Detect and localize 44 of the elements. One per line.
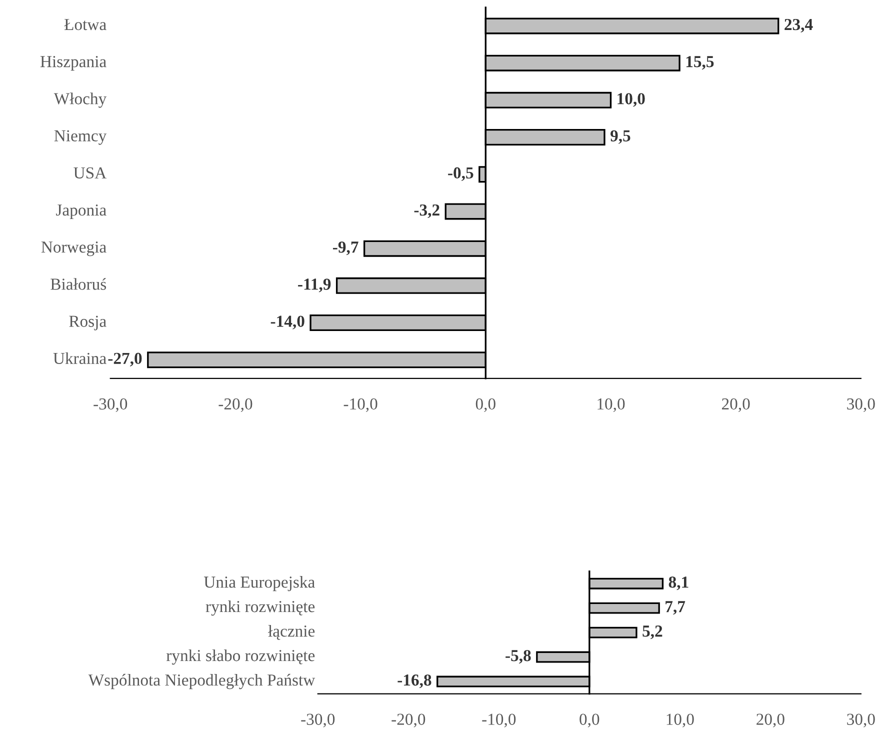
data-label: -11,9 [298,278,331,292]
y-tick-label: USA [74,167,106,179]
y-tick-label: Białoruś [50,278,106,290]
y-tick-label: Ukraina [53,352,106,364]
x-tick-label: 20,0 [756,714,784,728]
data-label: -27,0 [108,352,142,366]
x-tick-label: -20,0 [392,714,426,728]
y-tick-label: Norwegia [41,241,106,256]
data-label: -3,2 [414,204,440,218]
x-tick-label: 20,0 [722,398,750,412]
y-tick-label: Wspólnota Niepodległych Państw [88,674,316,690]
x-tick-label: 0,0 [580,714,600,728]
y-tick-label: Włochy [54,92,107,108]
data-label: 5,2 [642,626,662,640]
data-label: 8,1 [668,576,688,590]
data-label: -5,8 [506,650,531,664]
y-tick-label: rynki słabo rozwinięte [166,649,315,665]
data-label: 10,0 [618,93,645,107]
data-label: -9,7 [332,242,358,256]
y-tick-label: Unia Europejska [204,576,315,592]
data-label: 7,7 [666,601,686,615]
y-tick-label: Niemcy [54,130,107,145]
x-tick-label: -10,0 [344,398,378,412]
x-tick-label: -30,0 [94,398,128,412]
data-label: -0,5 [448,167,474,181]
x-tick-label: -20,0 [218,398,252,412]
y-tick-label: łącznie [268,625,315,640]
data-label: 15,5 [686,56,714,70]
y-tick-label: Rosja [69,316,106,330]
data-label: -14,0 [270,316,304,330]
y-tick-label: Japonia [56,204,106,220]
x-tick-label: -10,0 [482,714,516,728]
x-tick-label: 0,0 [476,398,496,412]
y-tick-label: rynki rozwinięte [206,600,315,616]
data-label: 23,4 [784,18,813,33]
data-label: -16,8 [398,674,432,688]
data-label: 9,5 [610,130,630,144]
x-tick-label: 10,0 [598,398,625,412]
y-tick-label: Hiszpania [40,56,106,71]
x-tick-label: 10,0 [666,714,694,728]
x-tick-label: 30,0 [847,714,875,728]
x-tick-label: -30,0 [301,714,335,728]
x-tick-label: 30,0 [847,398,875,412]
y-tick-label: Łotwa [64,19,106,30]
